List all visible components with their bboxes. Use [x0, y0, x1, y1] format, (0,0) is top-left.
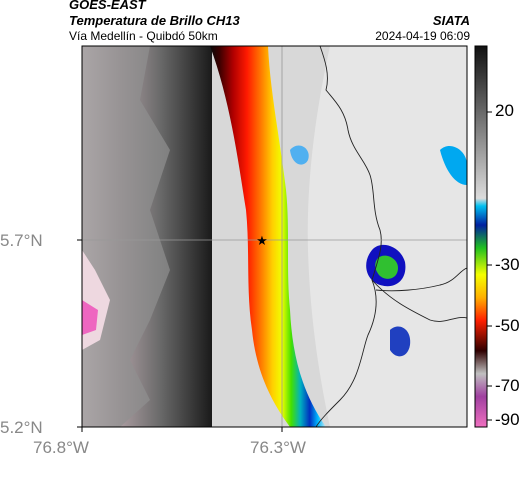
coastline-borders [315, 46, 467, 427]
region-subtitle: Vía Medellín - Quibdó 50km [69, 29, 218, 43]
colorbar-ticks [487, 111, 492, 421]
colorbar-tick-label: -90 [495, 410, 520, 429]
map-frame [81, 45, 468, 428]
lon-tick-label: 76.8°W [33, 438, 89, 457]
map-ticks [77, 239, 283, 432]
satellite-name: GOES-EAST [69, 0, 146, 12]
brightness-temperature-field [82, 46, 467, 427]
colorbar [474, 45, 488, 428]
lat-tick-label: 5.2°N [0, 418, 43, 437]
colorbar-tick-label: -50 [495, 316, 520, 335]
colorbar-tick-label: -30 [495, 255, 520, 274]
product-title: Temperatura de Brillo CH13 [69, 13, 240, 28]
organization-label: SIATA [432, 13, 470, 28]
lon-tick-label: 76.3°W [250, 438, 306, 457]
colorbar-tick-label: -70 [495, 376, 520, 395]
location-marker: ★ [256, 234, 268, 249]
timestamp-label: 2024-04-19 06:09 [375, 29, 470, 43]
lat-tick-label: 5.7°N [0, 231, 43, 250]
colorbar-tick-label: 20 [495, 101, 514, 120]
crosshair-gridlines [82, 46, 467, 427]
